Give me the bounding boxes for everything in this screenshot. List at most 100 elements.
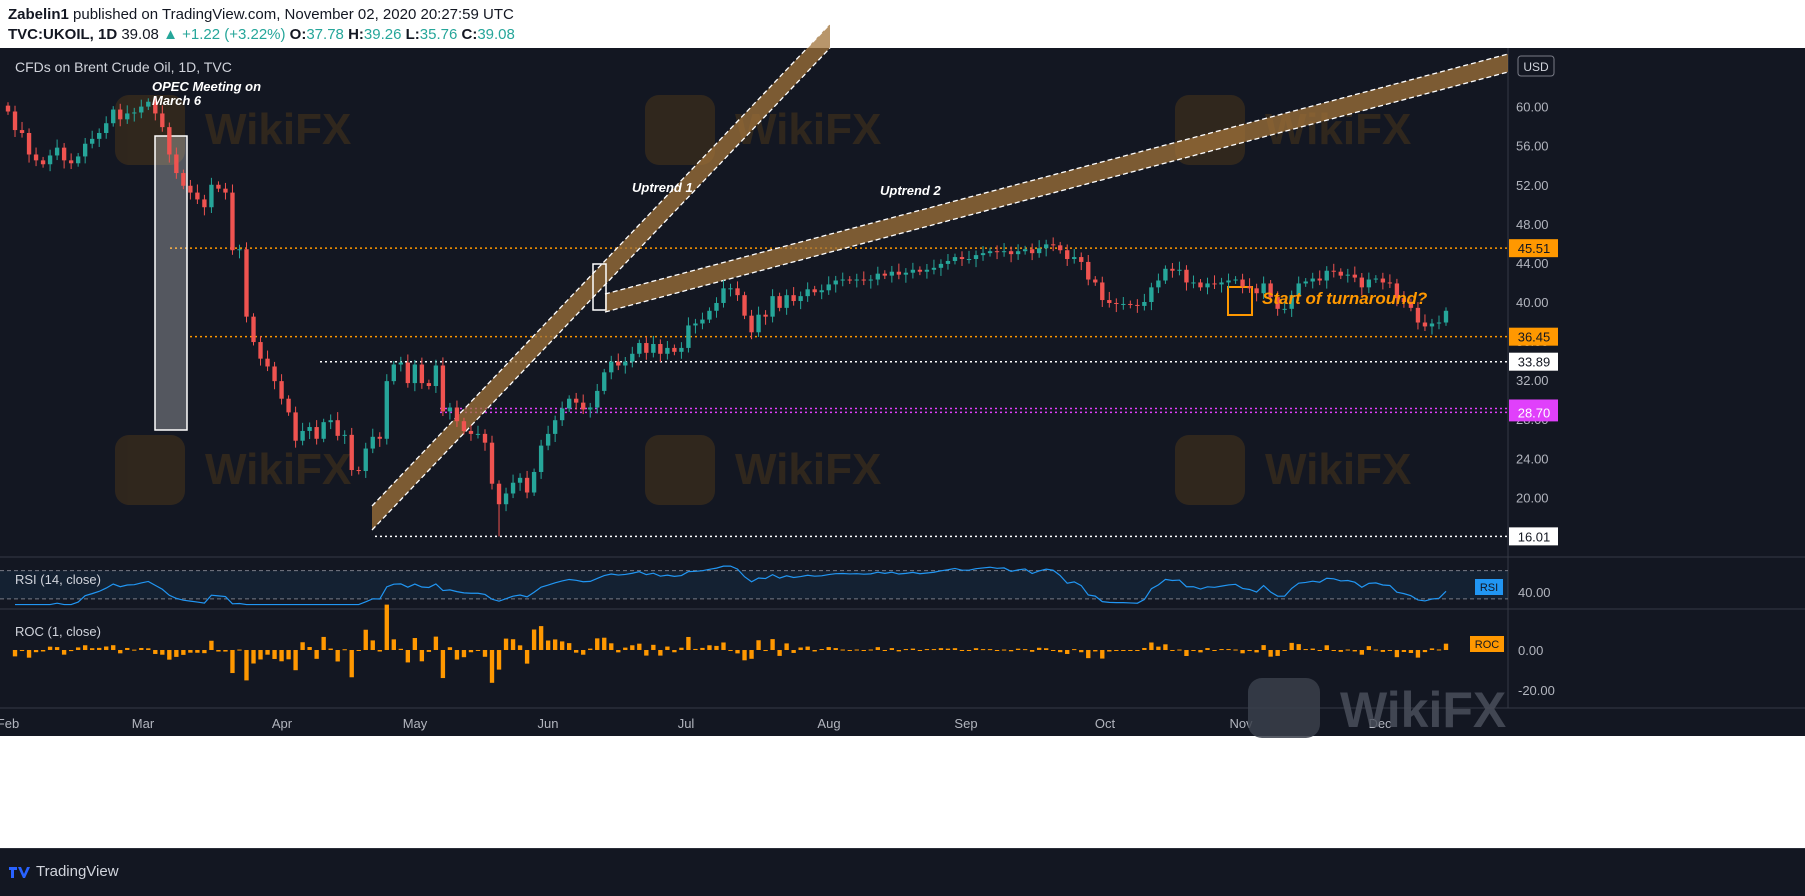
uptrend-2-channel-edge [604,71,1509,313]
candle [1100,282,1105,301]
roc-bar [658,650,663,656]
watermark-badge-icon [645,435,715,505]
candle [805,289,810,297]
roc-bar [251,650,256,664]
roc-bar [1275,650,1280,656]
price-level-tag [1509,352,1558,371]
candle [581,402,586,410]
publisher-line: Zabelin1 published on TradingView.com, N… [8,6,514,23]
candle [139,106,144,113]
roc-bar [1282,650,1287,651]
roc-bar [665,646,670,650]
candle [454,407,460,422]
candle [812,289,817,293]
roc-bar [104,646,109,650]
x-tick-label: Oct [1095,716,1116,731]
candle [574,398,579,403]
candle [987,251,993,254]
candle [623,361,628,366]
candle [931,267,937,270]
candle [1352,274,1357,278]
price-level-tag [1509,239,1558,258]
candle [300,430,305,441]
candle [566,398,572,409]
price-level-tag [1509,403,1558,422]
candle [335,420,340,436]
candle [595,390,600,408]
candle [658,344,663,354]
roc-bar [97,647,102,650]
roc-bar [391,639,396,650]
roc-bar [980,649,986,651]
candle [1072,257,1077,260]
candle [616,361,621,366]
candle [1345,274,1350,276]
roc-bar [889,648,895,650]
candle [588,407,593,410]
roc-bar [54,647,60,650]
roc-bar [300,642,305,650]
roc-bar [1373,649,1379,651]
roc-bar [875,647,880,650]
candle [1387,282,1393,284]
roc-tag-label: ROC [1475,639,1500,651]
open-label: O: [289,26,307,43]
candle [33,154,39,161]
candle [447,407,453,412]
uptrend-1-channel-edge [371,23,831,507]
candle [1338,271,1343,276]
roc-bar [1296,644,1301,650]
candle [1317,278,1322,281]
candle [1394,283,1400,299]
symbol-line: TVC:UKOIL, 1D 39.08 ▲ +1.22 (+3.22%) O:3… [8,26,515,43]
candle [1422,322,1428,327]
roc-bar [335,650,340,662]
candle [391,364,396,382]
candle [917,269,923,272]
roc-bar [538,626,544,650]
candle [314,427,319,439]
chart-title: CFDs on Brent Crude Oil, 1D, TVC [15,59,232,75]
candle [132,112,137,114]
roc-bar [1058,650,1063,653]
candle [496,483,502,505]
author-name[interactable]: Zabelin1 [8,6,69,23]
price-change: +1.22 (+3.22%) [182,26,286,43]
candle [1043,244,1049,249]
candle [405,362,411,384]
candle [861,279,866,281]
roc-bar [545,640,551,650]
candle [784,295,789,308]
roc-bar [938,648,944,650]
chart-background [0,48,1805,736]
candle [777,296,782,308]
candle [237,249,242,251]
roc-bar [496,650,502,670]
candle [1436,322,1442,324]
roc-bar [132,649,137,651]
annotation-uptrend-1: Uptrend 1 [632,180,693,195]
x-tick-label: Jul [678,716,695,731]
candle [1191,282,1196,284]
y-tick-label: 24.00 [1516,451,1549,466]
rsi-tag [1475,579,1503,595]
roc-bar [82,645,88,650]
roc-bar [805,646,810,650]
candle [524,477,530,493]
symbol-name[interactable]: TVC:UKOIL, 1D [8,26,118,43]
candle [686,325,691,348]
tradingview-brand[interactable]: TradingView [8,863,119,880]
roc-bar [686,636,691,650]
price-level-label: 33.89 [1518,355,1551,370]
roc-bar [868,649,873,651]
roc-bar [1205,648,1210,650]
low-label: L: [405,26,420,43]
roc-bar [1149,642,1154,650]
price-level-label: 45.51 [1518,241,1551,256]
candle [833,280,838,285]
x-tick-label: Feb [0,716,19,731]
roc-bar [1163,644,1168,650]
roc-bar [973,648,979,650]
